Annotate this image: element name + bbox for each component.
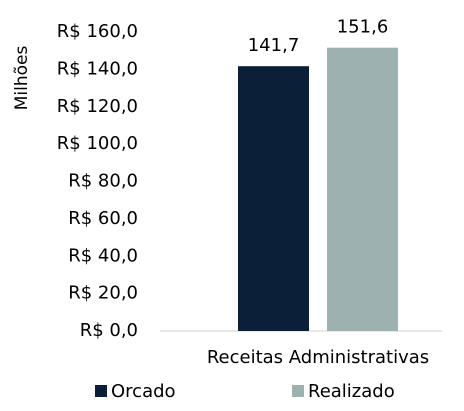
y-tick-label: R$ 80,0 — [68, 171, 138, 192]
y-axis-label: Milhões — [12, 46, 32, 111]
bar — [238, 66, 309, 332]
legend-label: Orcado — [111, 381, 176, 402]
y-tick-label: R$ 40,0 — [68, 245, 138, 266]
x-tick-label: Receitas Administrativas — [207, 347, 429, 368]
y-tick-label: R$ 20,0 — [68, 283, 138, 304]
legend-swatch — [95, 385, 107, 397]
y-tick-label: R$ 0,0 — [80, 320, 138, 341]
value-label: 151,6 — [337, 17, 389, 38]
legend-swatch — [292, 385, 304, 397]
value-label: 141,7 — [248, 35, 300, 56]
y-tick-label: R$ 120,0 — [57, 96, 138, 117]
y-tick-label: R$ 160,0 — [57, 21, 138, 42]
bar — [327, 47, 398, 331]
legend-label: Realizado — [308, 381, 395, 402]
y-tick-label: R$ 140,0 — [57, 58, 138, 79]
y-tick-label: R$ 100,0 — [57, 133, 138, 154]
y-tick-label: R$ 60,0 — [68, 208, 138, 229]
